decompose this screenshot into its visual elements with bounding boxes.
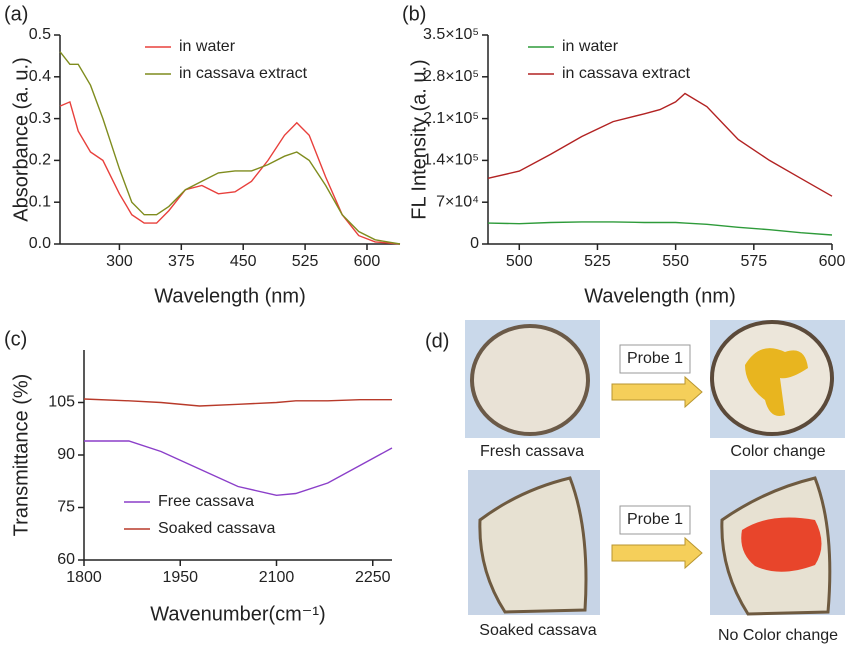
legend-label: in cassava extract xyxy=(562,65,691,82)
x-tick-label: 1800 xyxy=(66,569,102,586)
caption: Color change xyxy=(730,443,825,460)
x-tick-label: 450 xyxy=(230,253,257,270)
caption: No Color change xyxy=(718,627,838,644)
y-tick-label: 0.5 xyxy=(29,26,51,43)
panel-label: (b) xyxy=(402,3,426,25)
legend-label: Free cassava xyxy=(158,493,254,510)
y-tick-label: 60 xyxy=(57,551,75,568)
y-tick-label: 0 xyxy=(470,235,479,252)
cassava-slice xyxy=(472,326,588,434)
x-tick-label: 525 xyxy=(292,253,319,270)
y-tick-label: 75 xyxy=(57,499,75,516)
x-tick-label: 575 xyxy=(740,253,767,270)
x-tick-label: 375 xyxy=(168,253,195,270)
panel-label: (c) xyxy=(4,328,27,350)
red-stain xyxy=(741,518,821,572)
y-tick-label: 3.5×10⁵ xyxy=(423,26,479,43)
series-line xyxy=(84,441,392,495)
x-axis-title: Wavelength (nm) xyxy=(154,285,306,307)
x-axis-title: Wavelength (nm) xyxy=(584,285,736,307)
series-line xyxy=(60,102,400,244)
x-tick-label: 600 xyxy=(354,253,381,270)
panel-d: (d) Probe 1 Probe 1 Fresh cassava Color … xyxy=(425,320,845,644)
y-tick-label: 0.0 xyxy=(29,235,51,252)
series-line xyxy=(488,94,832,197)
y-axis-title: Transmittance (%) xyxy=(10,374,32,537)
legend-label: in cassava extract xyxy=(179,65,308,82)
y-tick-label: 90 xyxy=(57,446,75,463)
x-tick-label: 1950 xyxy=(162,569,198,586)
arrow xyxy=(612,377,702,407)
panel-label: (a) xyxy=(4,3,28,25)
x-tick-label: 2250 xyxy=(355,569,391,586)
panel-label: (d) xyxy=(425,330,449,352)
figure: (d) Probe 1 Probe 1 Fresh cassava Color … xyxy=(0,0,850,645)
probe-label: Probe 1 xyxy=(627,511,683,528)
y-tick-label: 1.4×10⁵ xyxy=(423,152,479,169)
legend-label: in water xyxy=(562,38,619,55)
series-line xyxy=(84,399,392,406)
legend-label: Soaked cassava xyxy=(158,520,276,537)
caption: Fresh cassava xyxy=(480,443,584,460)
legend-label: in water xyxy=(179,38,236,55)
y-tick-label: 7×10⁴ xyxy=(436,193,479,210)
x-tick-label: 500 xyxy=(506,253,533,270)
arrow xyxy=(612,538,702,568)
y-tick-label: 2.1×10⁵ xyxy=(423,110,479,127)
y-axis-title: Absorbance (a. u.) xyxy=(10,57,32,222)
series-line xyxy=(488,222,832,235)
x-tick-label: 300 xyxy=(106,253,133,270)
x-axis-title: Wavenumber(cm⁻¹) xyxy=(150,603,325,625)
y-tick-label: 2.8×10⁵ xyxy=(423,68,479,85)
x-tick-label: 2100 xyxy=(259,569,295,586)
y-tick-label: 105 xyxy=(48,394,75,411)
probe-label: Probe 1 xyxy=(627,350,683,367)
x-tick-label: 600 xyxy=(819,253,846,270)
y-axis-title: FL Intensity (a. u.) xyxy=(408,59,430,219)
x-tick-label: 550 xyxy=(662,253,689,270)
caption: Soaked cassava xyxy=(479,622,597,639)
x-tick-label: 525 xyxy=(584,253,611,270)
